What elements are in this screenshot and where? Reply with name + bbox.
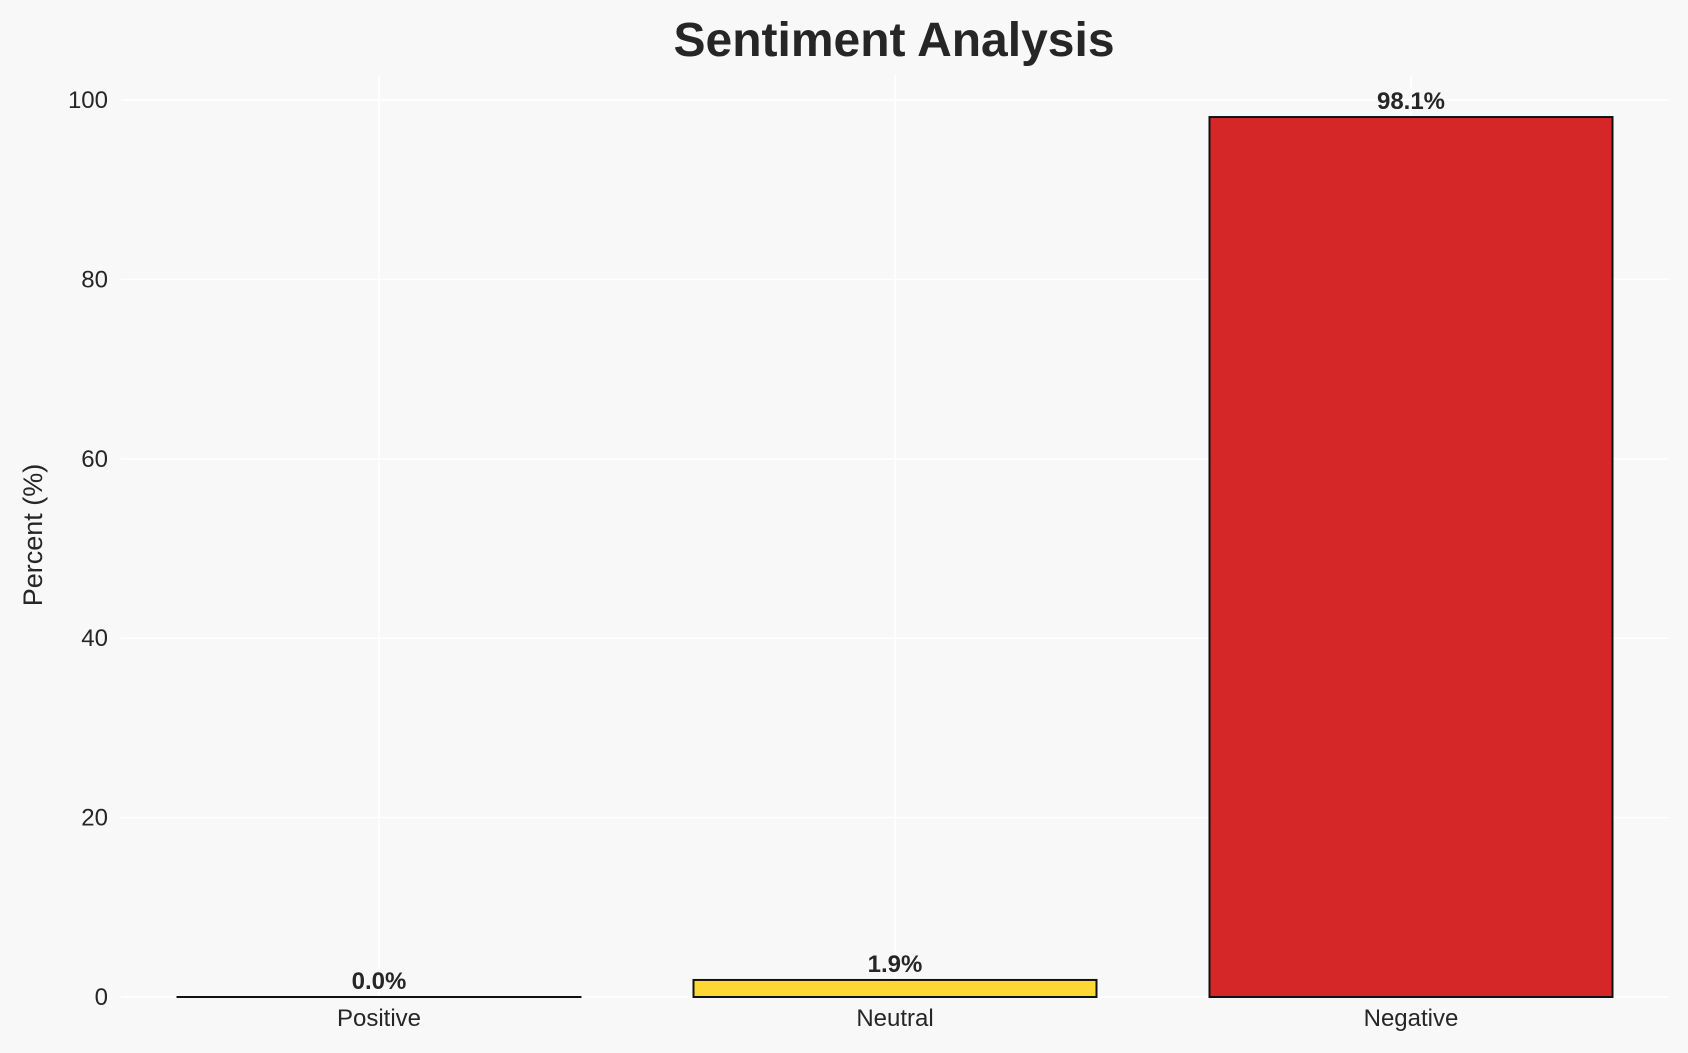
data-label: 0.0% [352,968,407,995]
y-tick-label: 20 [81,805,108,832]
x-tick-label: Neutral [856,1005,933,1032]
x-tick-label: Positive [337,1005,421,1032]
x-axis-ticks: Positive Neutral Negative [337,1005,1458,1032]
data-labels: 0.0% 1.9% 98.1% [352,88,1445,995]
y-tick-label: 80 [81,266,108,293]
bar-negative [1208,116,1614,998]
chart-title: Sentiment Analysis [673,14,1114,67]
y-tick-label: 40 [81,625,108,652]
y-tick-label: 60 [81,446,108,473]
y-axis-label: Percent (%) [18,464,48,607]
y-tick-label: 100 [68,87,108,114]
y-tick-label: 0 [95,984,108,1011]
x-tick-label: Negative [1364,1005,1459,1032]
bar-neutral [692,978,1098,998]
y-axis-ticks: 0 20 40 60 80 100 [68,87,108,1011]
bars [176,116,1614,999]
data-label: 1.9% [868,951,923,978]
data-label: 98.1% [1377,88,1445,115]
